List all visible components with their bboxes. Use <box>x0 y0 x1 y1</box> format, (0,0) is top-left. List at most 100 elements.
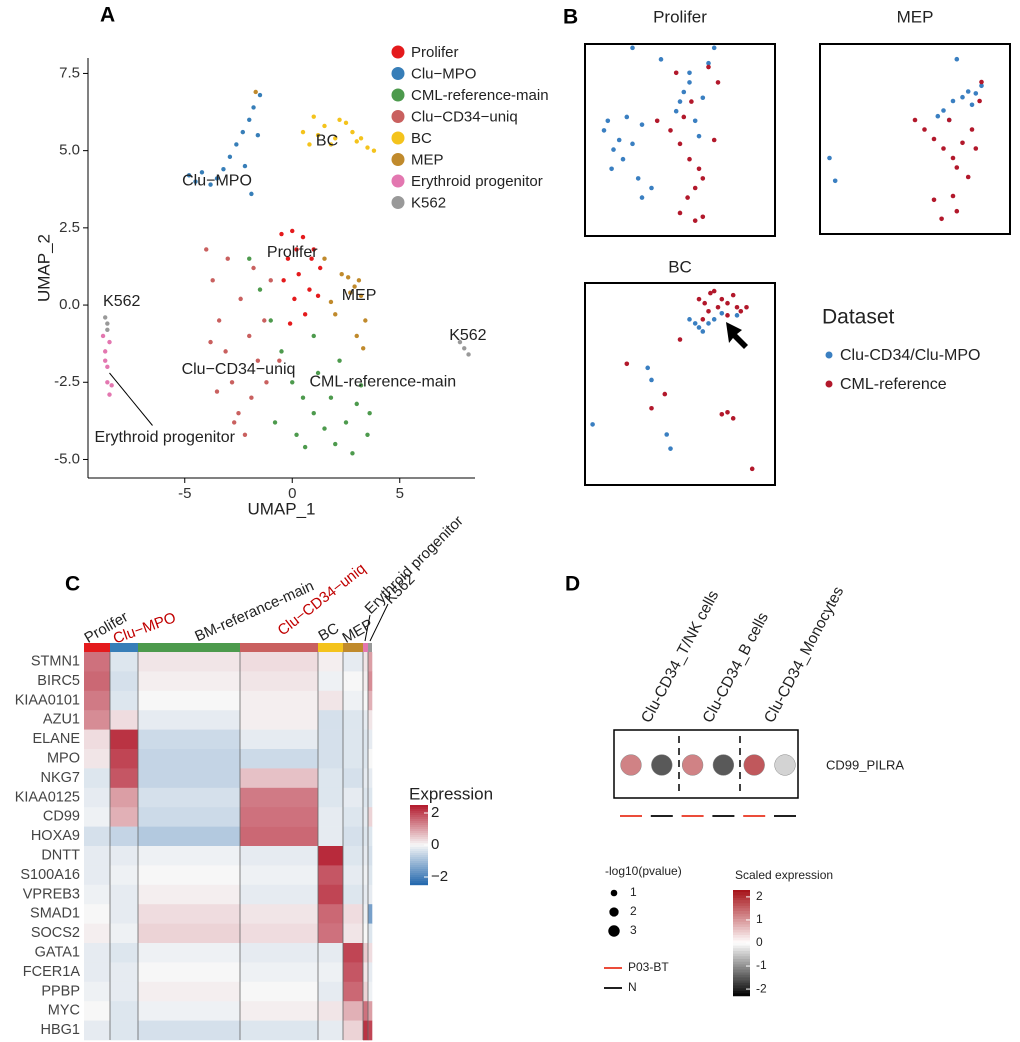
legend-label: MEP <box>411 151 444 168</box>
heat-cell <box>138 1001 241 1021</box>
point <box>725 313 730 318</box>
point <box>969 102 975 108</box>
row-label: KIAA0125 <box>15 789 80 805</box>
point <box>365 145 370 150</box>
point <box>247 256 252 261</box>
panel-label: B <box>563 6 578 29</box>
heat-cell <box>84 787 111 808</box>
colorbar-step <box>733 948 750 952</box>
row-label: HOXA9 <box>31 828 80 844</box>
point <box>290 380 295 385</box>
point <box>333 136 338 141</box>
heat-cell <box>318 1001 344 1021</box>
heat-cell <box>240 690 319 711</box>
legend-label: P03-BT <box>628 960 669 974</box>
heat-cell <box>240 826 319 847</box>
row-label: AZU1 <box>43 712 80 728</box>
colorbar-step <box>410 837 428 840</box>
point <box>922 127 927 132</box>
heat-cell <box>110 749 139 769</box>
column-label: Clu-CD34_B cells <box>700 610 773 726</box>
point <box>328 299 334 305</box>
colorbar-step <box>733 943 750 946</box>
colorbar-step <box>410 859 428 862</box>
row-label: MPO <box>47 751 80 767</box>
x-tick-label: 5 <box>396 485 404 502</box>
point <box>692 321 698 326</box>
point <box>311 114 316 119</box>
colorbar-step <box>733 972 750 976</box>
point <box>105 321 110 326</box>
heat-cell <box>343 690 364 711</box>
row-label: STMN1 <box>31 654 80 670</box>
point <box>635 176 641 181</box>
row-label: NKG7 <box>41 770 81 786</box>
heat-cell <box>363 729 369 750</box>
heat-cell <box>84 807 111 827</box>
point <box>371 148 377 153</box>
point <box>677 141 683 147</box>
point <box>348 290 353 295</box>
point <box>730 416 736 421</box>
point <box>214 389 220 394</box>
heat-cell <box>318 729 344 750</box>
point <box>300 129 306 135</box>
colorbar-step <box>733 937 750 941</box>
point <box>931 197 937 203</box>
point <box>673 108 679 114</box>
heat-cell <box>368 807 373 827</box>
colorbar-step <box>410 811 428 814</box>
legend-label: CML-reference <box>840 376 947 393</box>
colorbar-step <box>733 913 750 917</box>
colorbar-step <box>410 875 428 878</box>
heat-cell <box>240 807 319 827</box>
point <box>105 327 110 332</box>
legend-marker <box>391 174 405 188</box>
colorbar-step <box>733 900 750 904</box>
row-label: ELANE <box>32 731 80 747</box>
colorbar-step <box>733 905 750 909</box>
point <box>624 114 630 120</box>
point <box>658 57 664 62</box>
point <box>208 182 213 187</box>
x-tick-label: -5 <box>178 485 191 502</box>
point <box>706 308 711 314</box>
point <box>300 395 306 400</box>
point <box>365 432 370 437</box>
heat-cell <box>110 962 139 983</box>
legend-label: K562 <box>411 194 446 211</box>
point <box>738 308 744 314</box>
heat-cell <box>110 652 139 672</box>
point <box>681 89 687 95</box>
colorbar-step <box>733 919 750 923</box>
heat-cell <box>110 923 139 944</box>
heat-cell <box>84 671 111 692</box>
colorbar-step <box>733 977 750 981</box>
point <box>685 195 690 200</box>
point <box>277 358 282 363</box>
group-label: Erythroid progenitor <box>362 512 467 617</box>
point <box>960 140 965 146</box>
heat-cell <box>318 749 344 769</box>
point <box>700 214 706 220</box>
colorbar-label: -2 <box>756 981 767 995</box>
colorbar-step <box>410 819 428 822</box>
point <box>315 133 321 138</box>
point <box>973 91 979 96</box>
point <box>611 147 616 152</box>
point <box>941 146 946 151</box>
legend-marker <box>391 196 405 209</box>
point <box>696 133 702 139</box>
point <box>328 395 334 400</box>
colorbar-step <box>410 867 428 870</box>
point <box>333 441 338 447</box>
heat-cell <box>240 749 319 769</box>
heat-cell <box>343 962 364 983</box>
point <box>307 142 312 147</box>
colorbar-step <box>410 849 428 852</box>
heat-cell <box>138 865 241 886</box>
point <box>352 284 357 289</box>
colorbar-step <box>733 974 750 978</box>
point <box>279 349 284 354</box>
column-label: Clu-CD34_Monocytes <box>761 584 847 726</box>
